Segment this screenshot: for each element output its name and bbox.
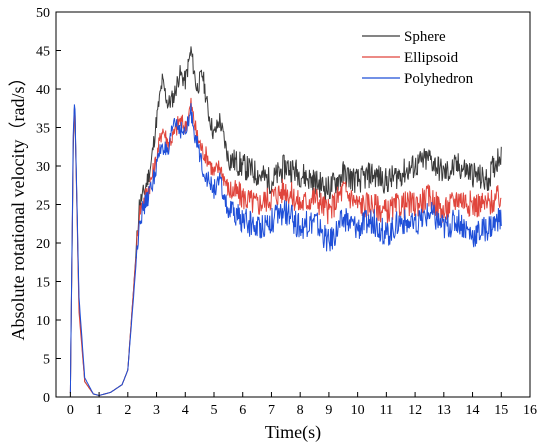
x-tick-label: 7	[268, 403, 275, 418]
legend-label: Ellipsoid	[404, 50, 459, 66]
x-tick-label: 2	[124, 403, 131, 418]
x-tick-label: 6	[239, 403, 246, 418]
x-tick-label: 1	[96, 403, 103, 418]
x-tick-label: 9	[325, 403, 332, 418]
x-tick-label: 11	[380, 403, 393, 418]
x-tick-label: 8	[297, 403, 304, 418]
y-tick-label: 40	[36, 83, 50, 98]
legend-label: Sphere	[404, 29, 446, 45]
y-tick-label: 10	[36, 314, 50, 329]
x-tick-label: 5	[211, 403, 218, 418]
plot-lines	[69, 46, 502, 397]
x-axis-ticks: 0 1 2 3 4 5 6 7 8 9 10 11 12 13 14 15 16	[67, 392, 537, 418]
x-tick-label: 14	[466, 403, 480, 418]
x-tick-label: 13	[437, 403, 451, 418]
y-tick-label: 35	[36, 122, 50, 137]
x-tick-label: 16	[523, 403, 537, 418]
x-tick-label: 0	[67, 403, 74, 418]
x-tick-label: 3	[153, 403, 160, 418]
y-tick-label: 50	[36, 6, 50, 21]
legend: Sphere Ellipsoid Polyhedron	[362, 29, 474, 87]
y-axis-label: Absolute rotational velocity（rad/s）	[8, 69, 28, 341]
series-line-ellipsoid	[69, 97, 502, 397]
y-tick-label: 25	[36, 199, 50, 214]
x-tick-label: 12	[408, 403, 422, 418]
series-line-polyhedron	[69, 103, 502, 397]
y-axis-ticks: 0 5 10 15 20 25 30 35 40 45 50	[36, 6, 61, 406]
legend-label: Polyhedron	[404, 71, 474, 87]
x-tick-label: 4	[182, 403, 189, 418]
y-tick-label: 0	[43, 391, 50, 406]
y-tick-label: 45	[36, 45, 50, 60]
x-tick-label: 10	[351, 403, 365, 418]
y-tick-label: 30	[36, 160, 50, 175]
x-tick-label: 15	[494, 403, 508, 418]
y-tick-label: 20	[36, 237, 50, 252]
y-tick-label: 15	[36, 276, 50, 291]
y-tick-label: 5	[43, 353, 50, 368]
series-line-sphere	[69, 46, 502, 397]
x-axis-label: Time(s)	[265, 422, 321, 443]
